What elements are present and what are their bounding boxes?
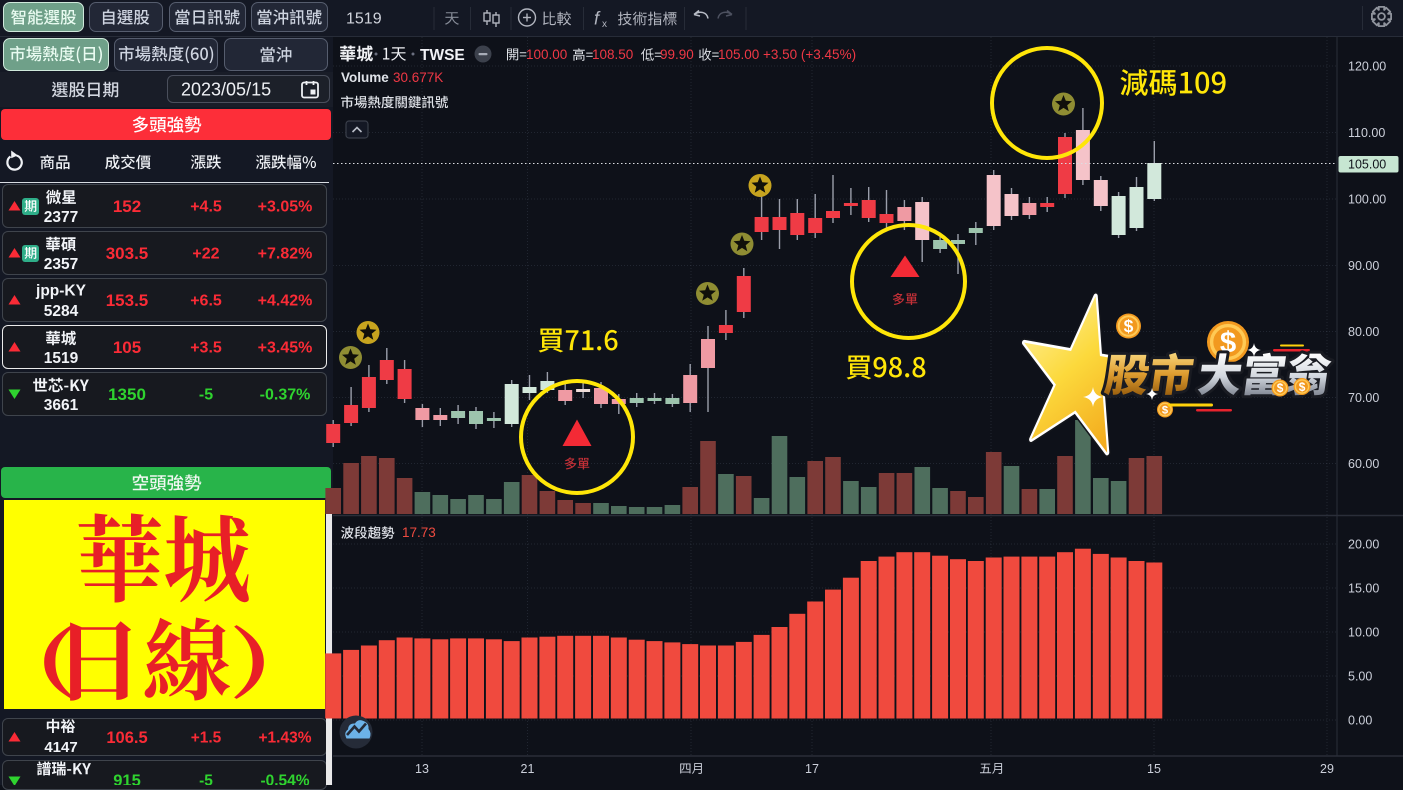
svg-text:1519: 1519 (346, 11, 382, 28)
svg-text:915: 915 (113, 772, 141, 785)
svg-text:+1.43%: +1.43% (258, 730, 311, 747)
svg-text:60.00: 60.00 (1348, 457, 1379, 471)
svg-text:80.00: 80.00 (1348, 325, 1379, 339)
svg-text:90.00: 90.00 (1348, 259, 1379, 273)
svg-text:105.00: 105.00 (718, 47, 759, 62)
svg-text:108.50: 108.50 (592, 47, 633, 62)
svg-text:+22: +22 (192, 246, 219, 263)
svg-text:106.5: 106.5 (106, 729, 147, 747)
svg-text:20.00: 20.00 (1348, 538, 1379, 552)
svg-text:+3.05%: +3.05% (258, 199, 313, 216)
svg-text:70.00: 70.00 (1348, 391, 1379, 405)
svg-text:1350: 1350 (108, 385, 146, 404)
svg-text:105.00: 105.00 (1348, 158, 1386, 172)
svg-text:30.677K: 30.677K (393, 70, 443, 85)
svg-text:+3.45%: +3.45% (258, 340, 313, 357)
svg-text:4147: 4147 (44, 739, 77, 756)
svg-text:+3.5: +3.5 (190, 340, 222, 357)
svg-text:TWSE: TWSE (420, 47, 465, 64)
svg-text:17.73: 17.73 (402, 525, 436, 540)
svg-text:+7.82%: +7.82% (258, 246, 313, 263)
svg-text:+6.5: +6.5 (190, 293, 222, 310)
svg-text:1519: 1519 (44, 350, 79, 367)
svg-text:-0.54%: -0.54% (260, 773, 309, 786)
svg-text:+3.50 (+3.45%): +3.50 (+3.45%) (763, 47, 856, 62)
svg-text:5284: 5284 (44, 303, 79, 320)
svg-text:$: $ (1277, 381, 1284, 395)
svg-text:29: 29 (1320, 762, 1334, 776)
svg-text:21: 21 (521, 762, 535, 776)
svg-text:152: 152 (113, 197, 141, 216)
svg-text:3661: 3661 (44, 397, 79, 414)
svg-text:$: $ (1299, 380, 1306, 394)
svg-text:153.5: 153.5 (106, 291, 149, 310)
svg-text:x: x (602, 19, 607, 30)
svg-text:120.00: 120.00 (1348, 60, 1386, 74)
svg-text:2023/05/15: 2023/05/15 (181, 80, 271, 100)
svg-text:17: 17 (805, 762, 819, 776)
svg-text:+4.42%: +4.42% (258, 293, 313, 310)
svg-text:$: $ (1124, 316, 1134, 336)
svg-text:$: $ (1162, 405, 1169, 417)
svg-text:-5: -5 (199, 387, 213, 404)
svg-text:Volume: Volume (341, 70, 389, 85)
svg-text:99.90: 99.90 (660, 47, 694, 62)
svg-text:5.00: 5.00 (1348, 670, 1372, 684)
svg-text:105: 105 (113, 338, 141, 357)
svg-text:100.00: 100.00 (526, 47, 567, 62)
svg-text:-0.37%: -0.37% (260, 387, 311, 404)
svg-text:10.00: 10.00 (1348, 626, 1379, 640)
svg-text:jpp-KY: jpp-KY (35, 283, 87, 300)
svg-text:0.00: 0.00 (1348, 714, 1372, 728)
svg-text:2377: 2377 (44, 209, 78, 226)
svg-text:110.00: 110.00 (1348, 126, 1385, 140)
svg-text:f: f (594, 9, 601, 29)
svg-text:15: 15 (1147, 762, 1161, 776)
svg-text:13: 13 (415, 762, 429, 776)
svg-text:2357: 2357 (44, 256, 78, 273)
svg-text:303.5: 303.5 (106, 244, 149, 263)
svg-text:100.00: 100.00 (1348, 193, 1386, 207)
svg-text:15.00: 15.00 (1348, 582, 1379, 596)
svg-text:+1.5: +1.5 (191, 730, 222, 747)
svg-text:-5: -5 (199, 773, 213, 786)
svg-text:+4.5: +4.5 (190, 199, 222, 216)
